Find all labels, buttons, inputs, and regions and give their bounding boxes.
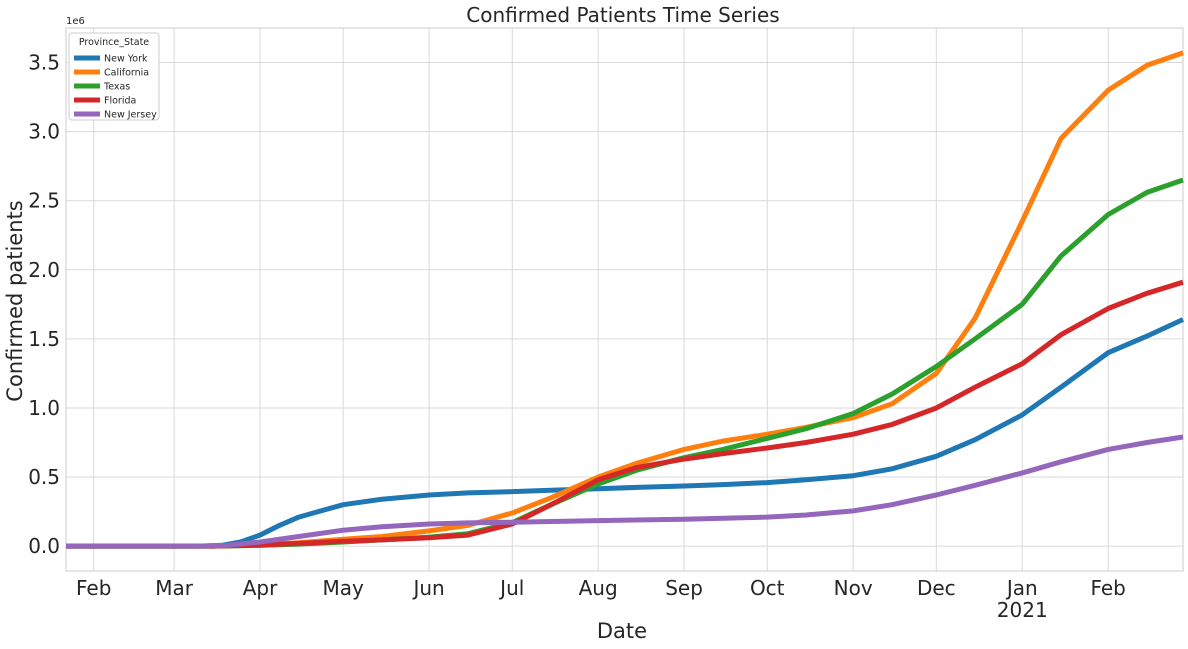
x-tick-label: Jul bbox=[498, 576, 524, 600]
legend-label-new-jersey: New Jersey bbox=[104, 110, 157, 121]
x-tick-label: Nov bbox=[834, 576, 873, 600]
x-tick-year-label: 2021 bbox=[997, 598, 1048, 622]
x-tick-label: Sep bbox=[665, 576, 703, 600]
y-tick-label: 0.5 bbox=[28, 465, 60, 489]
series-line-new-jersey bbox=[66, 434, 1184, 549]
legend-label-new-york: New York bbox=[104, 54, 148, 65]
series-line-florida bbox=[66, 279, 1184, 549]
x-axis-ticks: Feb Mar Apr May Jun Jul Aug Sep Oct Nov Dec Jan2021… bbox=[76, 576, 1126, 622]
x-axis-label: Date bbox=[597, 619, 647, 643]
plot-area bbox=[65, 27, 1184, 572]
legend-label-texas: Texas bbox=[103, 82, 130, 93]
x-tick-label: Mar bbox=[155, 576, 194, 600]
chart-title: Confirmed Patients Time Series bbox=[466, 3, 779, 27]
legend-label-florida: Florida bbox=[104, 96, 136, 107]
y-tick-label: 2.5 bbox=[28, 189, 60, 213]
y-tick-label: 1.0 bbox=[28, 396, 60, 420]
y-tick-label: 1.5 bbox=[28, 327, 60, 351]
y-tick-label: 3.5 bbox=[28, 51, 60, 75]
y-tick-label: 0.0 bbox=[28, 534, 60, 558]
x-tick-label: May bbox=[322, 576, 364, 600]
legend-title: Province_State bbox=[79, 37, 149, 48]
series-line-new-york bbox=[66, 317, 1185, 549]
x-tick-label: Oct bbox=[750, 576, 785, 600]
x-tick-label: Feb bbox=[1090, 576, 1125, 600]
x-tick-label: Dec bbox=[917, 576, 956, 600]
x-tick-label: Apr bbox=[243, 576, 278, 600]
y-offset-label: 1e6 bbox=[66, 16, 85, 27]
x-tick-label: Jun bbox=[411, 576, 444, 600]
legend-items: New York California Texas Florida New Jersey bbox=[74, 54, 157, 121]
grid bbox=[66, 28, 1183, 571]
y-axis-ticks: 0.0 0.5 1.0 1.5 2.0 2.5 3.0 3.5 bbox=[28, 51, 60, 559]
y-tick-label: 2.0 bbox=[28, 258, 60, 282]
legend: Province_State New York California Texas Fl… bbox=[68, 32, 160, 121]
x-tick-label: Feb bbox=[76, 576, 111, 600]
y-axis-label: Confirmed patients bbox=[3, 200, 27, 401]
series-layer bbox=[66, 50, 1185, 549]
y-tick-label: 3.0 bbox=[28, 120, 60, 144]
x-tick-label: Aug bbox=[579, 576, 618, 600]
legend-label-california: California bbox=[104, 68, 149, 79]
x-tick-label: Jan bbox=[1005, 576, 1038, 600]
